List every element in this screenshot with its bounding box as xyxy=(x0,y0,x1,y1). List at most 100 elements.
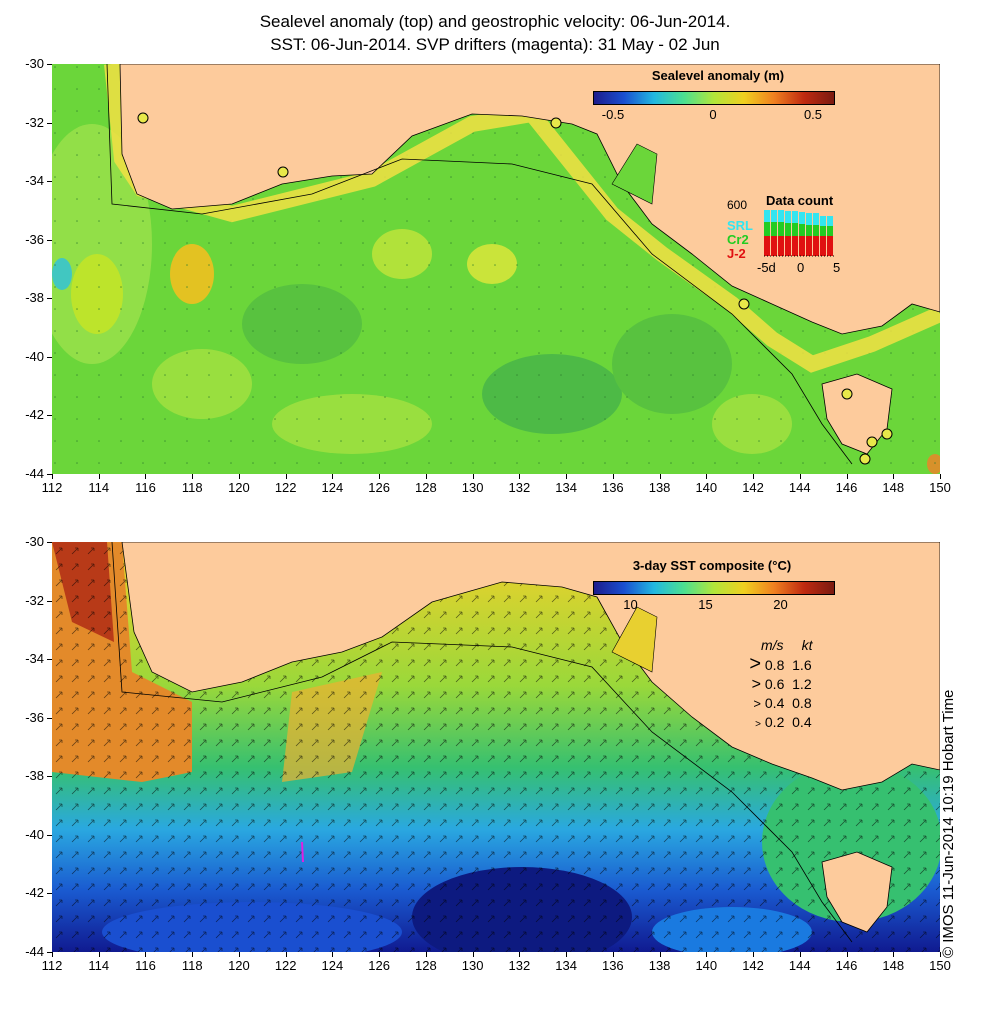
colorbar-tick-label: 15 xyxy=(698,597,713,612)
colorbar-tick-label: -0.5 xyxy=(601,107,625,122)
x-tick-label: 120 xyxy=(228,480,250,495)
y-tick-label: -40 xyxy=(25,348,44,364)
y-tick-mark xyxy=(47,952,52,953)
y-tick-mark xyxy=(47,542,52,543)
x-tick-label: 122 xyxy=(274,480,297,495)
x-tick-mark xyxy=(379,474,381,479)
x-tick-label: 118 xyxy=(181,958,203,973)
x-tick-mark xyxy=(612,952,614,957)
x-tick-mark xyxy=(285,474,287,479)
x-tick-label: 114 xyxy=(88,480,110,495)
y-tick-label: -42 xyxy=(25,407,44,423)
x-tick-label: 126 xyxy=(368,958,390,973)
x-tick-mark xyxy=(566,474,568,479)
velocity-arrow-icon: > xyxy=(753,696,761,711)
data-count-bar xyxy=(799,236,805,256)
velocity-key-kt: 0.4 xyxy=(792,714,812,730)
colorbar-tick-label: 10 xyxy=(623,597,638,612)
y-tick-label: -32 xyxy=(25,114,44,130)
x-tick-label: 146 xyxy=(835,958,858,973)
y-tick-mark xyxy=(47,298,52,300)
x-tick-label: 116 xyxy=(135,958,156,973)
y-tick-label: -44 xyxy=(25,466,44,481)
x-tick-mark xyxy=(519,952,521,957)
x-tick-label: 144 xyxy=(788,480,811,495)
x-tick-label: 136 xyxy=(601,958,624,973)
y-tick-mark xyxy=(47,122,52,124)
x-tick-mark xyxy=(145,474,147,479)
x-tick-label: 124 xyxy=(321,480,344,495)
colorbar-tick-label: 0 xyxy=(709,107,717,122)
x-tick-label: 150 xyxy=(929,958,951,973)
x-tick-label: 134 xyxy=(555,958,577,973)
gulf-water xyxy=(611,143,658,205)
x-tick-mark xyxy=(285,952,287,957)
x-tick-mark xyxy=(940,952,941,957)
data-count-bar xyxy=(806,236,812,256)
x-tick-mark xyxy=(753,952,755,957)
x-tick-mark xyxy=(472,952,474,957)
y-tick-mark xyxy=(47,834,52,836)
data-count-bar xyxy=(785,236,791,256)
x-tick-mark xyxy=(893,952,895,957)
y-tick-mark xyxy=(47,181,52,183)
x-tick-mark xyxy=(893,474,895,479)
data-count-bar xyxy=(771,236,777,256)
velocity-key-kt: 1.2 xyxy=(792,676,812,692)
x-tick-mark xyxy=(566,952,568,957)
x-tick-label: 138 xyxy=(648,480,671,495)
x-tick-mark xyxy=(425,952,427,957)
title-line-2: SST: 06-Jun-2014. SVP drifters (magenta)… xyxy=(270,35,720,54)
velocity-key-ms: 0.2 xyxy=(761,714,793,730)
velocity-key-ms: 0.8 xyxy=(761,657,793,673)
y-tick-label: -34 xyxy=(25,651,44,667)
x-tick-label: 142 xyxy=(742,480,764,495)
velocity-key-ms: 0.6 xyxy=(761,676,793,692)
x-tick-mark xyxy=(52,474,53,479)
y-tick-label: -44 xyxy=(25,944,44,959)
y-tick-mark xyxy=(47,415,52,417)
x-tick-mark xyxy=(753,474,755,479)
y-tick-label: -32 xyxy=(25,592,44,608)
y-tick-mark xyxy=(47,600,52,602)
y-tick-mark xyxy=(47,893,52,895)
sst-map-panel xyxy=(52,542,940,952)
x-tick-label: 112 xyxy=(41,480,63,495)
imos-credit: © IMOS 11-Jun-2014 10:19 Hobart Time xyxy=(940,689,957,958)
x-tick-label: 132 xyxy=(508,958,531,973)
velocity-key: m/s kt > 0.8 1.6 > 0.6 1.2 > 0.4 0.8 > 0.2 0… xyxy=(735,636,812,734)
x-tick-mark xyxy=(519,474,521,479)
colorbar-tick-label: 20 xyxy=(773,597,788,612)
velocity-key-row: > 0.4 0.8 xyxy=(735,694,812,713)
y-tick-label: -38 xyxy=(25,290,44,306)
y-tick-mark xyxy=(47,474,52,475)
sla-colorbar xyxy=(593,91,835,105)
tasmania-land xyxy=(821,851,893,933)
velocity-key-row: > 0.8 1.6 xyxy=(735,654,812,675)
x-tick-label: 132 xyxy=(508,480,531,495)
velocity-key-kt: 1.6 xyxy=(792,657,812,673)
velocity-key-ms-header: m/s xyxy=(761,637,784,653)
x-tick-mark xyxy=(425,474,427,479)
x-tick-label: 114 xyxy=(88,958,110,973)
x-tick-mark xyxy=(940,474,941,479)
data-count-x-tick: -5d xyxy=(757,260,776,275)
data-count-bar xyxy=(827,236,833,256)
x-tick-mark xyxy=(332,474,334,479)
y-tick-label: -40 xyxy=(25,826,44,842)
x-tick-mark xyxy=(192,474,194,479)
x-tick-label: 124 xyxy=(321,958,344,973)
x-tick-mark xyxy=(659,474,661,479)
x-tick-mark xyxy=(379,952,381,957)
y-tick-label: -36 xyxy=(25,231,44,247)
x-tick-mark xyxy=(846,952,848,957)
x-tick-label: 140 xyxy=(695,480,718,495)
x-tick-label: 138 xyxy=(648,958,671,973)
y-tick-label: -34 xyxy=(25,173,44,189)
data-count-bar xyxy=(764,236,770,256)
data-count-srl: SRL xyxy=(727,218,753,233)
data-count-bar xyxy=(778,236,784,256)
velocity-key-ms: 0.4 xyxy=(761,695,793,711)
x-tick-label: 128 xyxy=(415,480,437,495)
velocity-key-row: > 0.6 1.2 xyxy=(735,675,812,694)
